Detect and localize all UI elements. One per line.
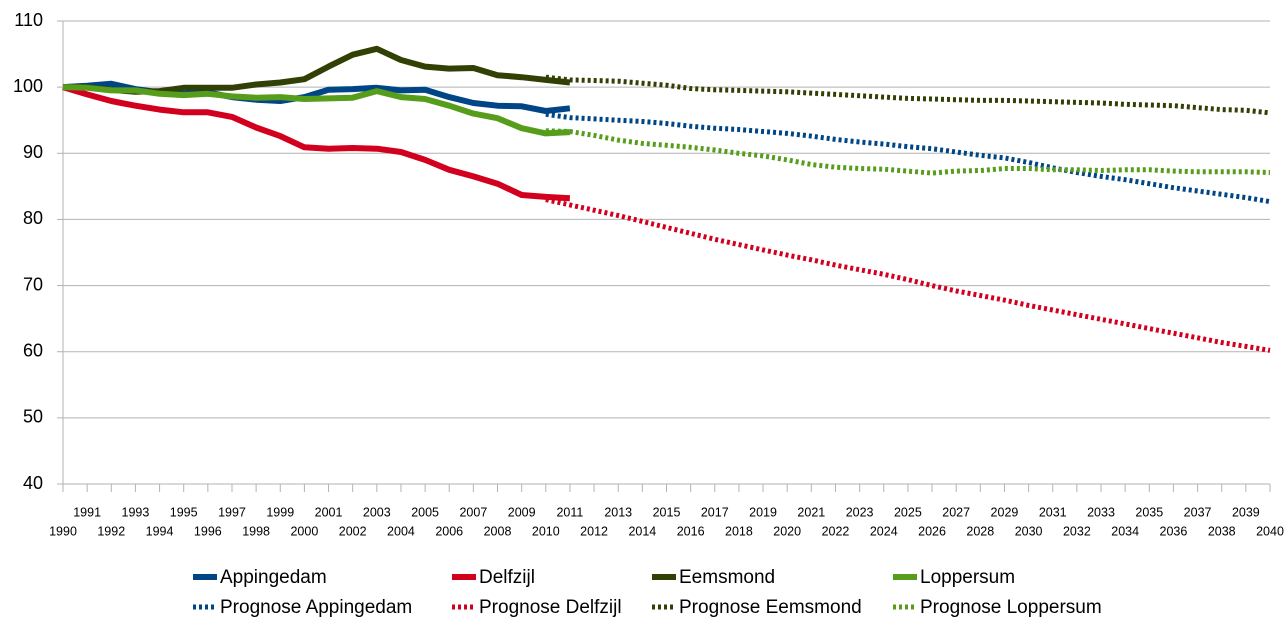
legend-label: Delfzijl [479,567,535,588]
legend-label: Loppersum [920,567,1015,588]
x-tick-label: 1991 [73,505,101,519]
y-tick-label: 40 [23,473,43,493]
series-line [545,197,1271,353]
x-tick-label: 2027 [942,505,970,519]
legend-label: Prognose Eemsmond [679,597,862,618]
y-tick-label: 100 [13,76,43,96]
x-tick-label: 2022 [822,524,850,538]
legend-label: Prognose Loppersum [920,597,1102,618]
x-tick-label: 2033 [1087,505,1115,519]
x-tick-label: 2035 [1135,505,1163,519]
x-tick-label: 2010 [532,524,560,538]
x-tick-label: 2009 [508,505,536,519]
series-line [545,128,1271,176]
x-tick-label: 2013 [604,505,632,519]
series-line [63,45,571,95]
y-tick-label: 50 [23,407,43,427]
x-tick-label: 2001 [315,505,343,519]
x-tick-label: 2032 [1063,524,1091,538]
x-tick-label: 1997 [218,505,246,519]
y-tick-label: 70 [23,274,43,294]
series-line [62,84,571,202]
x-tick-label: 1994 [146,524,174,538]
x-tick-label: 2038 [1208,524,1236,538]
x-tick-label: 2031 [1039,505,1067,519]
x-tick-label: 2020 [773,524,801,538]
x-tick-label: 2039 [1232,505,1260,519]
x-tick-label: 2005 [411,505,439,519]
x-tick-label: 2006 [435,524,463,538]
x-tick-label: 2036 [1160,524,1188,538]
x-tick-label: 2026 [918,524,946,538]
x-tick-label: 2018 [725,524,753,538]
x-tick-label: 2023 [846,505,874,519]
x-tick-label: 2016 [677,524,705,538]
series-line [545,111,1271,205]
x-tick-label: 1990 [49,524,77,538]
x-tick-label: 1995 [170,505,198,519]
x-tick-label: 2002 [339,524,367,538]
y-tick-label: 60 [23,340,43,360]
x-tick-label: 2037 [1184,505,1212,519]
x-tick-label: 2004 [387,524,415,538]
x-tick-label: 2003 [363,505,391,519]
x-tick-label: 2011 [556,505,583,519]
x-tick-label: 2040 [1256,524,1284,538]
x-tick-label: 1993 [122,505,150,519]
y-tick-label: 90 [23,142,43,162]
x-tick-label: 1992 [97,524,125,538]
x-tick-label: 1999 [266,505,294,519]
x-tick-label: 2019 [749,505,777,519]
x-tick-label: 2025 [894,505,922,519]
x-tick-label: 2014 [628,524,656,538]
x-tick-label: 2015 [653,505,681,519]
x-tick-label: 2029 [991,505,1019,519]
legend-label: Prognose Delfzijl [479,597,622,618]
y-tick-label: 80 [23,208,43,228]
x-tick-label: 2000 [290,524,318,538]
x-tick-label: 2030 [1015,524,1043,538]
legend-label: Appingedam [220,567,327,588]
x-tick-label: 2012 [580,524,608,538]
y-tick-label: 110 [14,10,43,30]
series-line [545,74,1271,116]
x-tick-label: 2021 [797,505,825,519]
x-tick-label: 2008 [484,524,512,538]
x-tick-label: 1998 [242,524,270,538]
legend-label: Prognose Appingedam [220,597,412,618]
x-tick-label: 2024 [870,524,898,538]
x-tick-label: 2007 [459,505,487,519]
x-tick-label: 2017 [701,505,729,519]
x-tick-label: 1996 [194,524,222,538]
series-line [62,84,571,137]
legend-label: Eemsmond [679,567,775,588]
x-tick-label: 2034 [1111,524,1139,538]
x-tick-label: 2028 [966,524,994,538]
